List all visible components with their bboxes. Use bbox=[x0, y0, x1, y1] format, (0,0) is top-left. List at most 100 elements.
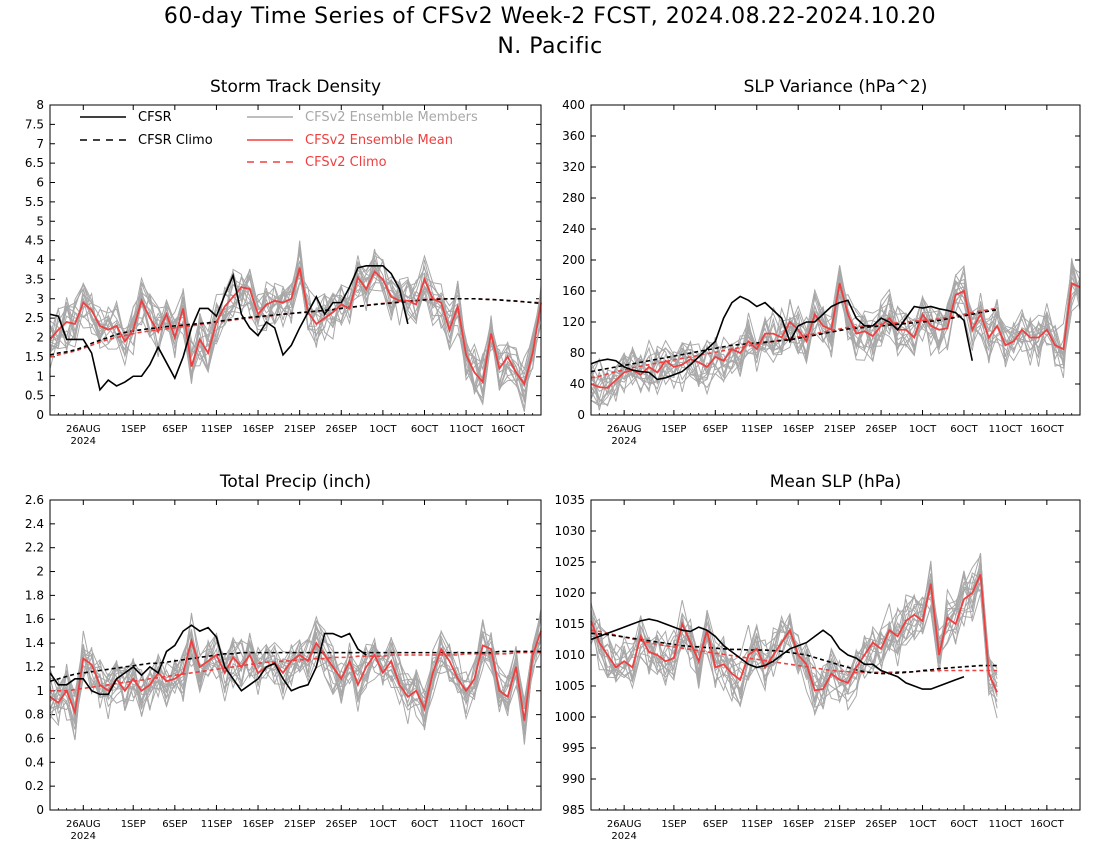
ensemble-member-line bbox=[590, 279, 1081, 407]
x-tick-sublabel: 2024 bbox=[611, 831, 636, 842]
storm-track-title: Storm Track Density bbox=[210, 77, 381, 97]
y-tick-label: 5 bbox=[36, 214, 44, 228]
y-tick-label: 0.4 bbox=[25, 755, 44, 769]
y-tick-label: 6.5 bbox=[25, 156, 44, 170]
y-tick-label: 1 bbox=[36, 684, 44, 698]
x-tick-label: 6SEP bbox=[162, 819, 187, 830]
y-tick-label: 2.5 bbox=[25, 311, 44, 325]
x-tick-label: 26AUG bbox=[607, 819, 642, 830]
x-tick-label: 11OCT bbox=[989, 819, 1024, 830]
legend-label: CFSR Climo bbox=[138, 133, 213, 148]
mean-slp-frame bbox=[590, 499, 1081, 811]
y-tick-label: 1015 bbox=[554, 617, 585, 631]
cfsr-line bbox=[590, 618, 965, 690]
total-precip-panel: Total Precip (inch) 0 0.2 0.4 0.6 0.8 1 1.2 1.4 1… bbox=[25, 472, 542, 842]
x-tick-label: 6SEP bbox=[703, 819, 728, 830]
y-tick-label: 1025 bbox=[554, 555, 585, 569]
x-tick-sublabel: 2024 bbox=[611, 436, 636, 447]
y-tick-label: 1.5 bbox=[25, 350, 44, 364]
ensemble-member-line bbox=[590, 265, 1081, 407]
ensemble-member-line bbox=[49, 250, 542, 403]
cfsv2-climo-line bbox=[50, 651, 541, 692]
y-tick-label: 360 bbox=[562, 129, 585, 143]
cfsr-climo-line bbox=[590, 308, 998, 373]
legend-label: CFSv2 Ensemble Members bbox=[305, 110, 478, 125]
y-tick-label: 1.8 bbox=[25, 588, 44, 602]
slp-variance-frame bbox=[590, 104, 1081, 416]
x-tick-label: 21SEP bbox=[824, 819, 855, 830]
y-tick-label: 320 bbox=[562, 160, 585, 174]
y-tick-label: 995 bbox=[562, 741, 585, 755]
x-tick-label: 6OCT bbox=[950, 424, 978, 435]
y-tick-label: 1010 bbox=[554, 648, 585, 662]
legend: CFSR CFSR Climo CFSv2 Ensemble Members CFSv… bbox=[80, 110, 478, 170]
x-tick-label: 1SEP bbox=[121, 424, 146, 435]
ensemble-member-line bbox=[590, 266, 1081, 395]
cfsv2-ensemble-mean-line bbox=[49, 630, 542, 721]
cfsr-line bbox=[590, 295, 974, 381]
cfsv2-climo-line bbox=[590, 307, 998, 379]
x-tick-label: 6OCT bbox=[411, 424, 439, 435]
x-tick-sublabel: 2024 bbox=[71, 436, 96, 447]
y-tick-label: 0.6 bbox=[25, 731, 44, 745]
y-tick-label: 0 bbox=[36, 803, 44, 817]
x-tick-label: 16OCT bbox=[1030, 819, 1065, 830]
y-tick-label: 7.5 bbox=[25, 117, 44, 131]
y-tick-label: 985 bbox=[562, 803, 585, 817]
total-precip-title: Total Precip (inch) bbox=[219, 472, 371, 492]
y-tick-label: 990 bbox=[562, 772, 585, 786]
y-tick-label: 2.4 bbox=[25, 517, 44, 531]
x-tick-label: 6SEP bbox=[162, 424, 187, 435]
x-tick-label: 26AUG bbox=[66, 819, 101, 830]
y-tick-label: 1020 bbox=[554, 586, 585, 600]
y-tick-label: 1030 bbox=[554, 524, 585, 538]
y-tick-label: 160 bbox=[562, 284, 585, 298]
x-tick-label: 1OCT bbox=[369, 424, 397, 435]
y-tick-label: 0 bbox=[36, 408, 44, 422]
x-tick-label: 21SEP bbox=[824, 424, 855, 435]
mean-slp-title: Mean SLP (hPa) bbox=[770, 472, 902, 492]
y-tick-label: 8 bbox=[36, 98, 44, 112]
y-tick-label: 240 bbox=[562, 222, 585, 236]
y-tick-label: 2 bbox=[36, 331, 44, 345]
y-tick-label: 280 bbox=[562, 191, 585, 205]
cfsr-line bbox=[49, 265, 409, 392]
y-tick-label: 0.5 bbox=[25, 389, 44, 403]
y-tick-label: 1.2 bbox=[25, 660, 44, 674]
x-tick-label: 1SEP bbox=[661, 819, 686, 830]
y-tick-label: 1005 bbox=[554, 679, 585, 693]
x-tick-label: 26AUG bbox=[607, 424, 642, 435]
y-tick-label: 2.2 bbox=[25, 541, 44, 555]
ensemble-member-line bbox=[49, 258, 542, 400]
y-tick-label: 3.5 bbox=[25, 272, 44, 286]
x-tick-label: 1SEP bbox=[661, 424, 686, 435]
y-tick-label: 1 bbox=[36, 369, 44, 383]
cfsr-climo-line bbox=[49, 650, 541, 682]
cfsv2-ensemble-mean-line bbox=[590, 574, 998, 693]
mean-slp-panel: Mean SLP (hPa) 985 990 995 1000 1005 1010 1015 1… bbox=[554, 472, 1081, 842]
ensemble-member-line bbox=[49, 622, 542, 745]
x-tick-label: 16SEP bbox=[242, 819, 273, 830]
y-tick-label: 3 bbox=[36, 292, 44, 306]
y-tick-label: 120 bbox=[562, 315, 585, 329]
y-tick-label: 200 bbox=[562, 253, 585, 267]
y-tick-label: 400 bbox=[562, 98, 585, 112]
x-tick-label: 11SEP bbox=[201, 424, 232, 435]
x-tick-label: 26AUG bbox=[66, 424, 101, 435]
cfsr-line bbox=[49, 624, 367, 696]
figure-title: 60-day Time Series of CFSv2 Week-2 FCST,… bbox=[163, 4, 937, 29]
x-tick-label: 1OCT bbox=[369, 819, 397, 830]
x-tick-label: 26SEP bbox=[865, 424, 896, 435]
x-tick-label: 6OCT bbox=[411, 819, 439, 830]
y-tick-label: 40 bbox=[570, 377, 585, 391]
y-tick-label: 5.5 bbox=[25, 195, 44, 209]
x-tick-label: 16SEP bbox=[242, 424, 273, 435]
ensemble-member-line bbox=[49, 251, 542, 387]
x-tick-label: 26SEP bbox=[326, 424, 357, 435]
y-tick-label: 1.4 bbox=[25, 636, 44, 650]
x-tick-label: 26SEP bbox=[865, 819, 896, 830]
x-tick-label: 16OCT bbox=[491, 424, 526, 435]
legend-label: CFSR bbox=[138, 110, 172, 125]
total-precip-frame bbox=[49, 499, 542, 811]
